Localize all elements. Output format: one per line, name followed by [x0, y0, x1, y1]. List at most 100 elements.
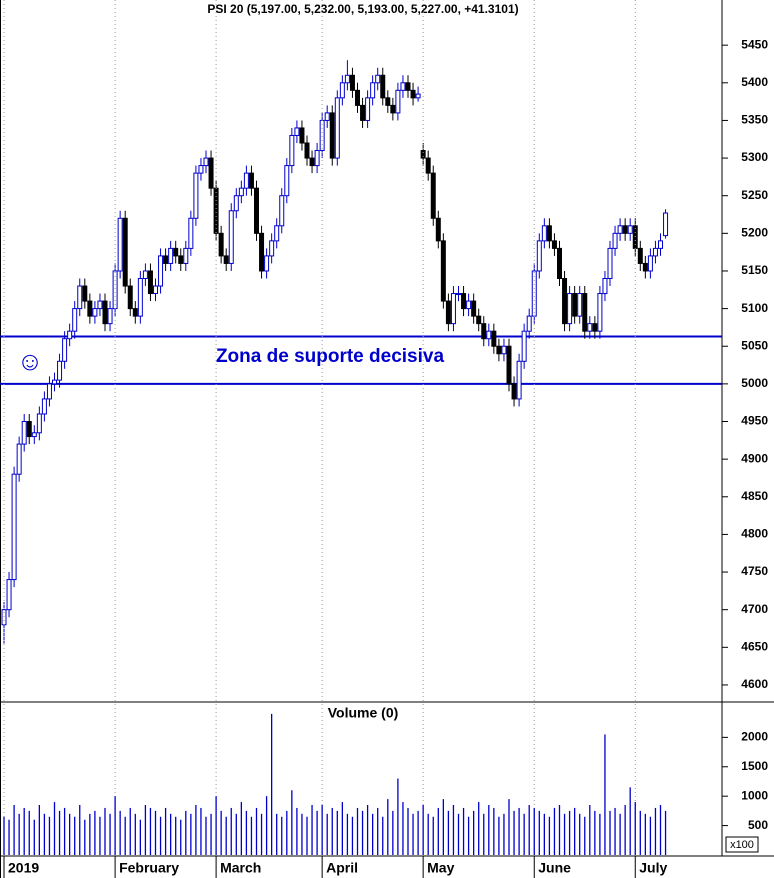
candle-body — [309, 157, 315, 167]
candle-body — [385, 97, 391, 106]
candle-body — [294, 127, 300, 136]
candle-body — [511, 383, 517, 400]
candle-body — [77, 285, 83, 310]
candle-body — [622, 225, 628, 234]
candle-body — [526, 315, 532, 332]
candle-body — [521, 330, 527, 362]
y-tick-label: 4850 — [741, 489, 768, 503]
candle-body — [663, 212, 669, 237]
candle-body — [567, 293, 573, 325]
y-tick-label: 4750 — [741, 564, 768, 578]
candle-body — [617, 225, 623, 234]
candle-body — [62, 338, 68, 362]
candle-body — [82, 285, 88, 302]
candle-body — [16, 443, 22, 475]
candle-body — [107, 308, 113, 325]
candle-body — [208, 157, 214, 189]
x-tick-label: March — [220, 860, 261, 876]
candle-body — [637, 247, 643, 264]
candle-body — [450, 293, 456, 325]
candle-body — [97, 300, 103, 310]
candle-body — [360, 104, 366, 121]
candle-body — [269, 240, 275, 257]
candle-body — [400, 82, 406, 91]
candle-body — [546, 225, 552, 242]
y-tick-label: 4700 — [741, 602, 768, 616]
candle-body — [304, 142, 310, 159]
volume-title: Volume (0) — [328, 705, 399, 721]
candle-body — [516, 360, 522, 400]
y-tick-label: 4800 — [741, 527, 768, 541]
candle-body — [334, 97, 340, 159]
candle-body — [602, 277, 608, 295]
candle-body — [178, 255, 184, 264]
x-tick-label: June — [538, 860, 571, 876]
candle-body — [289, 134, 295, 167]
candle-body — [476, 315, 482, 325]
candle-body — [652, 247, 658, 257]
y-tick-label: 5050 — [741, 338, 768, 352]
y-tick-label: 4900 — [741, 451, 768, 465]
y-tick-label: 5150 — [741, 263, 768, 277]
candle-body — [349, 74, 355, 91]
candle-body — [102, 300, 108, 325]
chart-title: PSI 20 (5,197.00, 5,232.00, 5,193.00, 5,… — [207, 2, 518, 16]
candle-body — [26, 421, 32, 438]
y-tick-label: 1500 — [741, 759, 768, 773]
candle-body — [390, 104, 396, 114]
candle-body — [158, 255, 164, 287]
candle-body — [612, 232, 618, 249]
candle-body — [142, 270, 148, 279]
y-tick-label: 5200 — [741, 226, 768, 240]
candle-body — [435, 217, 441, 242]
candle-body — [506, 345, 512, 385]
candle-body — [501, 345, 507, 355]
candle-body — [370, 82, 376, 99]
candle-body — [592, 323, 598, 332]
candle-body — [405, 82, 411, 91]
candle-body — [243, 172, 249, 189]
candle-body — [658, 240, 663, 249]
candle-body — [168, 247, 174, 264]
x-tick-label: May — [427, 860, 454, 876]
candle-body — [31, 432, 37, 438]
candle-body — [11, 473, 17, 581]
candle-body — [284, 165, 290, 197]
candle-body — [132, 308, 138, 317]
candle-body — [461, 293, 467, 310]
candle-body — [254, 187, 259, 234]
candle-body — [365, 97, 371, 121]
candle-body — [163, 255, 169, 264]
annotation: Zona de suporte decisiva — [216, 346, 444, 367]
candle-body — [1, 609, 7, 626]
candle-body — [147, 270, 153, 295]
candle-body — [173, 247, 179, 257]
candle-body — [213, 187, 219, 234]
candle-body — [481, 323, 487, 340]
candle-body — [375, 74, 381, 84]
candle-body — [183, 247, 189, 264]
candle-body — [531, 270, 537, 317]
candle-body — [52, 379, 57, 385]
candle-body — [344, 74, 350, 84]
candle-body — [67, 330, 73, 340]
x-tick-label: February — [119, 860, 179, 876]
y-tick-label: 2000 — [741, 730, 768, 744]
candle-body — [380, 74, 386, 99]
candle-body — [198, 165, 204, 174]
candle-body — [562, 277, 568, 325]
y-tick-label: 5100 — [741, 301, 768, 315]
candle-body — [607, 247, 613, 279]
candle-body — [127, 285, 133, 310]
candle-body — [72, 308, 78, 332]
y-tick-label: 5400 — [741, 75, 768, 89]
candle-body — [46, 383, 52, 400]
candle-body — [274, 225, 280, 242]
candle-body — [223, 255, 229, 264]
candle-body — [188, 217, 194, 249]
candle-body — [642, 262, 648, 272]
candle-body — [87, 300, 93, 317]
y-tick-label: 5450 — [741, 37, 768, 51]
